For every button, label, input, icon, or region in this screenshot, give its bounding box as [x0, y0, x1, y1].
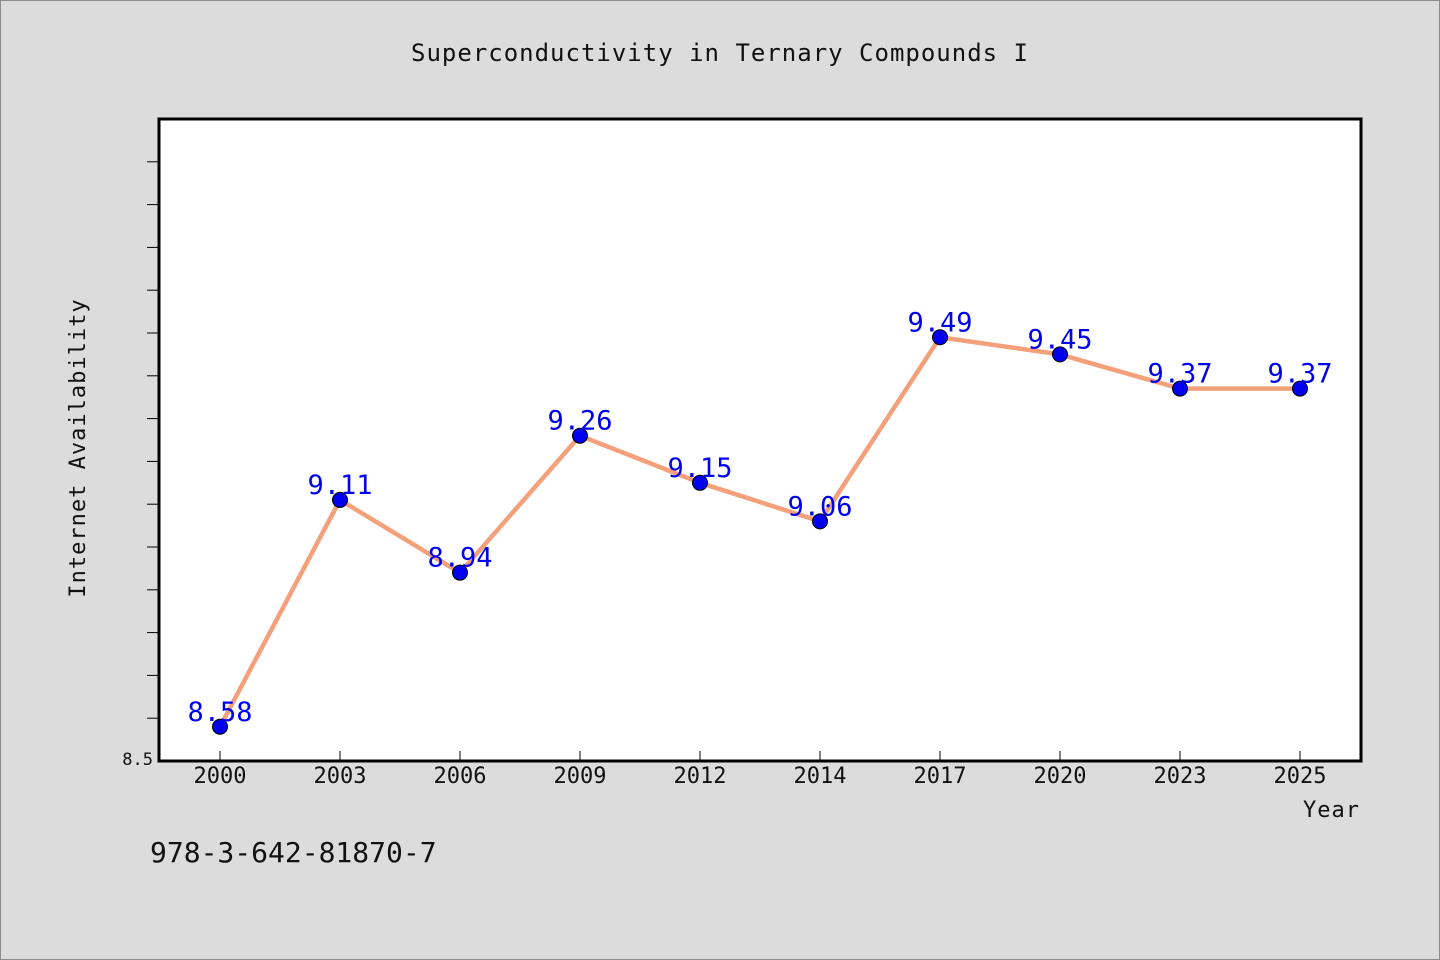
- data-label: 8.94: [427, 543, 492, 574]
- data-point: [1052, 346, 1068, 363]
- data-label: 9.11: [307, 470, 372, 501]
- data-label: 9.06: [787, 491, 852, 522]
- data-point: [212, 718, 228, 735]
- data-point: [452, 564, 468, 581]
- y-ticks: 8.5: [122, 750, 153, 770]
- y-tick-label: 8.5: [122, 750, 153, 770]
- data-label: 9.37: [1267, 359, 1332, 390]
- x-tick-label: 2017: [914, 764, 967, 789]
- data-point: [1292, 380, 1308, 397]
- x-tick-label: 2020: [1034, 764, 1087, 789]
- data-point: [572, 427, 588, 444]
- series-group: 8.58 9.11 8.94 9.26 9.15 9.06 9.49 9.45 9.37 9.37: [187, 307, 1333, 735]
- data-label: 9.49: [907, 307, 972, 338]
- x-tick-label: 2003: [314, 764, 367, 789]
- data-point: [812, 513, 828, 530]
- x-tick-label: 2023: [1154, 764, 1207, 789]
- plot-area: [157, 117, 1363, 763]
- y-minor-ticks: [147, 161, 158, 719]
- y-axis-label: Internet Availability: [66, 298, 91, 597]
- x-tick-label: 2009: [554, 764, 607, 789]
- data-point: [932, 329, 948, 346]
- data-label: 8.58: [187, 697, 252, 728]
- chart-title: Superconductivity in Ternary Compounds I: [411, 39, 1029, 67]
- x-tick-label: 2000: [194, 764, 247, 789]
- data-point: [332, 491, 348, 508]
- x-axis-label: Year: [1303, 798, 1360, 823]
- series-line: [217, 335, 1303, 730]
- x-ticks: 2000 2003 2006 2009 2012 2014 2017 2020 2023 2025: [194, 751, 1327, 789]
- data-point: [692, 474, 708, 491]
- data-label: 9.37: [1147, 359, 1212, 390]
- x-tick-label: 2014: [794, 764, 847, 789]
- data-label: 9.15: [667, 453, 732, 484]
- x-tick-label: 2006: [434, 764, 487, 789]
- isbn-text: 978-3-642-81870-7: [150, 836, 437, 869]
- x-tick-label: 2012: [674, 764, 727, 789]
- x-tick-label: 2025: [1274, 764, 1327, 789]
- data-label: 9.26: [547, 406, 612, 437]
- data-point: [1172, 380, 1188, 397]
- data-label: 9.45: [1027, 324, 1092, 355]
